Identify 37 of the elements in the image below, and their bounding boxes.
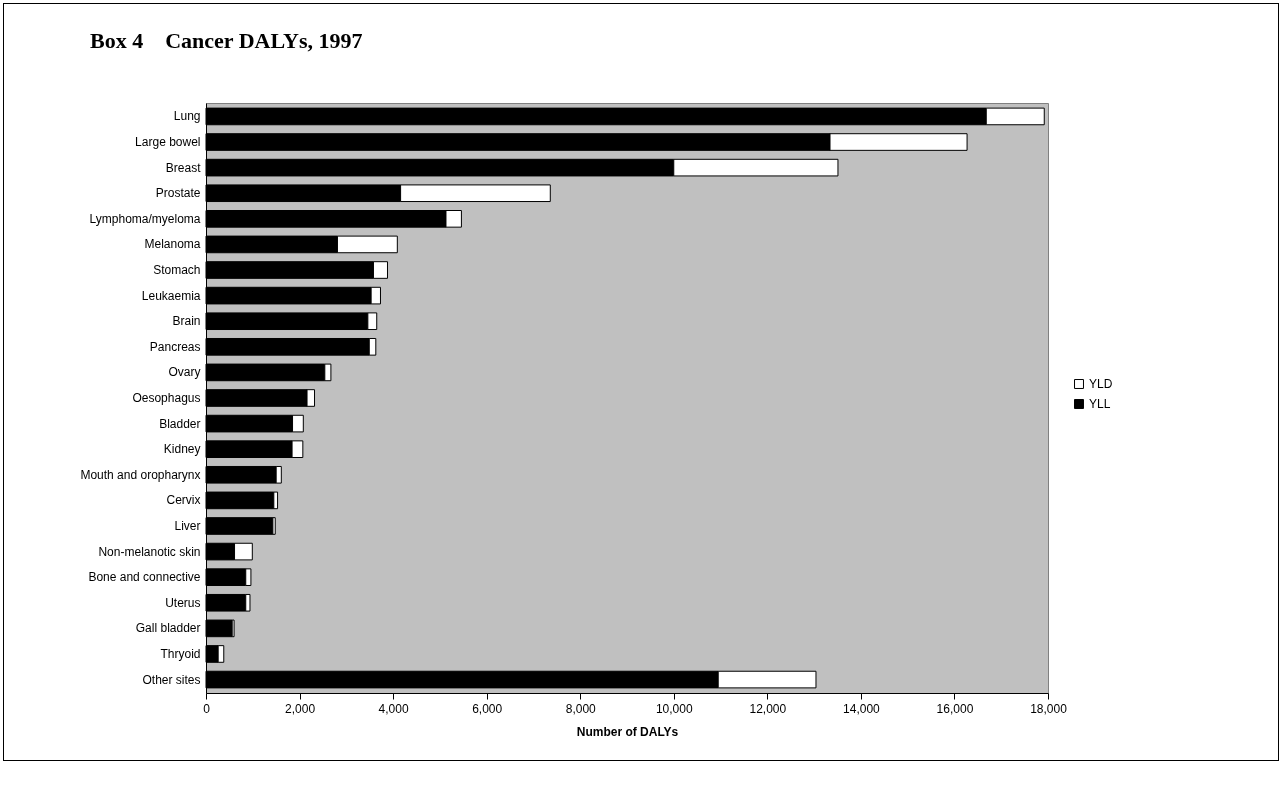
y-tick-label: Kidney — [163, 442, 201, 457]
x-tick-label: 8,000 — [565, 701, 597, 716]
y-tick-label: Uterus — [165, 595, 201, 610]
y-tick-label: Large bowel — [135, 135, 201, 150]
y-tick-label: Mouth and oropharynx — [80, 467, 201, 482]
x-tick-label: 10,000 — [655, 701, 693, 716]
y-tick-label: Thryoid — [160, 646, 201, 661]
x-tick-label: 6,000 — [472, 701, 503, 716]
y-tick-label: Prostate — [155, 186, 201, 201]
x-tick-label: 2,000 — [285, 701, 316, 716]
y-tick-label: Stomach — [153, 263, 201, 278]
x-tick-label: 14,000 — [843, 701, 881, 716]
x-tick-label: 12,000 — [749, 701, 787, 716]
y-tick-label: Bone and connective — [88, 570, 201, 585]
x-tick-label: 16,000 — [936, 701, 974, 716]
y-tick-label: Breast — [165, 160, 202, 175]
y-tick-label: Lymphoma/myeloma — [89, 211, 201, 226]
y-tick-label: Gall bladder — [135, 621, 201, 636]
y-tick-label: Pancreas — [149, 339, 201, 354]
legend-label: YLD — [1089, 377, 1113, 391]
y-tick-label: Melanoma — [144, 237, 201, 252]
y-tick-label: Ovary — [168, 365, 201, 380]
x-tick-label: 4,000 — [378, 701, 409, 716]
y-tick-label: Bladder — [159, 416, 201, 431]
y-tick-label: Other sites — [142, 672, 201, 687]
y-tick-label: Oesophagus — [132, 391, 201, 405]
x-axis-title: Number of DALYs — [576, 724, 679, 739]
y-tick-label: Cervix — [166, 493, 201, 508]
chart-title: Box 4 Cancer DALYs, 1997 — [90, 28, 363, 53]
x-tick-label: 18,000 — [1030, 701, 1068, 716]
y-tick-label: Liver — [174, 518, 201, 533]
legend-label: YLL — [1089, 397, 1111, 411]
y-tick-label: Leukaemia — [141, 288, 201, 303]
y-tick-label: Brain — [172, 314, 201, 329]
x-tick-label: 0 — [203, 701, 211, 716]
y-tick-label: Lung — [173, 109, 201, 124]
y-tick-label: Non-melanotic skin — [98, 544, 201, 559]
